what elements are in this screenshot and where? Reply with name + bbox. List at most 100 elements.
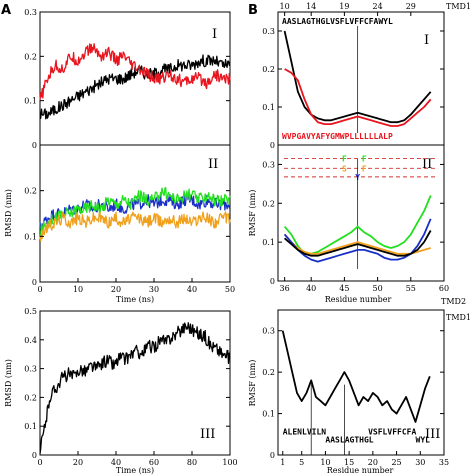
top-label-b-i: TMD1 (446, 2, 471, 11)
x-tick-label-a-iii-3: 60 (149, 458, 159, 467)
x-tick-label-a-ii-5: 50 (225, 285, 235, 294)
y-tick-label-b-iii-2: 0.2 (262, 368, 275, 377)
y-tick-label-a-ii-1: 0.1 (24, 232, 37, 241)
y-tick-label-b-ii-1: 0.1 (262, 238, 275, 247)
y-tick-label-b-i-3: 0.3 (262, 27, 275, 36)
y-axis-label-b-iii: RMSF (nm) (248, 360, 257, 407)
panel-numeral-b-iii: III (425, 427, 440, 442)
chart-a-ii: II 0 0.1 0.2 0 10 20 30 40 50 Time (ns) RMSD (n… (4, 144, 235, 304)
x-tick-label-a-ii-3: 30 (149, 285, 159, 294)
x-tick-label-a-iii-4: 80 (187, 458, 197, 467)
y-ticks-a-ii: 0 0.1 0.2 (24, 187, 230, 287)
top-tick-label-b-i-1: 14 (306, 2, 316, 11)
y-tick-label-a-iii-0: 0 (32, 451, 37, 460)
series-line-a-iii-0 (39, 322, 231, 454)
series-line-b-i-1 (284, 68, 432, 127)
sequence-bottom-b-i: WVPGAVYAFYGMWPLLLLLLALP (282, 132, 393, 141)
x-tick-label-b-ii-5: 60 (439, 284, 449, 293)
top-tick-label-b-i-4: 29 (406, 2, 416, 11)
series-line-b-ii-2 (283, 218, 432, 263)
top-ticks-b-i: 10 14 19 24 29 (280, 2, 416, 16)
y-tick-label-b-i-0: 0 (270, 141, 275, 150)
y-tick-label-b-ii-0: 0 (270, 277, 275, 286)
x-ticks-a-iii: 0 20 40 60 80 100 (37, 451, 238, 467)
top-tick-label-b-i-0: 10 (280, 2, 290, 11)
x-tick-label-a-ii-1: 10 (73, 285, 83, 294)
mutation-label-b-ii-1: F (362, 155, 367, 164)
series-line-b-ii-3 (284, 230, 432, 257)
x-tick-label-b-iii-5: 25 (391, 458, 401, 467)
sequence-fragment-b-iii-0: ALENLVILN (283, 427, 327, 436)
y-tick-label-a-ii-0: 0 (32, 278, 37, 287)
series-line-a-i-1 (39, 43, 231, 101)
y-tick-label-a-i-0: 0 (32, 141, 37, 150)
x-tick-label-b-iii-6: 30 (415, 458, 425, 467)
series-line-a-ii-2 (39, 211, 231, 242)
x-tick-label-a-ii-0: 0 (37, 285, 42, 294)
x-ticks-b-ii: 36 40 45 50 55 60 (280, 277, 449, 293)
chart-a-iii: III 0 0.1 0.2 0.3 0.4 0.5 0 20 40 60 80 100 Time (… (4, 307, 238, 475)
mutation-label-b-ii-3: F (362, 164, 367, 173)
series-layer-a-i (39, 43, 231, 120)
top-tick-label-b-i-3: 24 (373, 2, 383, 11)
x-axis-label-a-iii: Time (ns) (116, 466, 154, 475)
series-line-b-ii-1 (283, 233, 431, 255)
mutation-label-b-ii-2: S (342, 164, 347, 173)
y-tick-label-a-i-3: 0.3 (24, 8, 37, 17)
plot-frame-b-i (277, 11, 445, 146)
panel-numeral-a-iii: III (200, 427, 215, 442)
bottom-label-b-ii: TMD2 (441, 297, 466, 306)
series-layer-a-iii (39, 322, 231, 454)
y-tick-label-a-ii-2: 0.2 (24, 187, 37, 196)
y-tick-label-a-i-2: 0.2 (24, 52, 37, 61)
x-tick-label-b-iii-1: 5 (299, 458, 304, 467)
panel-letter-a: A (1, 3, 11, 18)
y-ticks-b-iii: 0 0.1 0.2 0.3 (262, 327, 444, 460)
panel-letter-b: B (248, 3, 258, 18)
y-tick-label-b-ii-2: 0.2 (262, 199, 275, 208)
y-tick-label-b-i-1: 0.1 (262, 103, 275, 112)
plot-frame-b-iii (277, 309, 445, 456)
x-tick-label-a-iii-0: 0 (37, 458, 42, 467)
y-ticks-a-iii: 0 0.1 0.2 0.3 0.4 0.5 (24, 307, 230, 460)
chart-b-i: 10 14 19 24 29 TMD1 AASLAGTHGLVSFLVFFCFAWYL … (262, 2, 471, 150)
series-line-b-iii-0 (281, 330, 431, 423)
series-layer-b-iii (281, 330, 431, 423)
x-tick-label-a-iii-1: 20 (73, 458, 83, 467)
x-tick-label-b-iii-7: 35 (439, 458, 449, 467)
chart-a-i: I 0 0.1 0.2 0.3 (24, 8, 231, 150)
x-tick-label-b-ii-3: 50 (373, 284, 383, 293)
x-axis-label-b-ii: Residue number (325, 295, 392, 304)
x-tick-label-b-iii-2: 10 (320, 458, 330, 467)
series-layer-a-ii (39, 186, 231, 242)
y-tick-label-a-i-1: 0.1 (24, 97, 37, 106)
y-tick-label-b-i-2: 0.2 (262, 65, 275, 74)
y-axis-label-a-ii: RMSD (nm) (4, 189, 13, 237)
x-tick-label-a-ii-4: 40 (187, 285, 197, 294)
y-tick-label-b-iii-1: 0.1 (262, 410, 275, 419)
x-tick-label-b-ii-4: 55 (406, 284, 416, 293)
sequence-fragment-b-iii-1: AASLAGTHGL (325, 436, 373, 445)
panel-numeral-b-ii: II (422, 157, 432, 172)
x-tick-label-b-ii-0: 36 (280, 284, 290, 293)
mutation-lines-b-ii (284, 158, 438, 178)
y-tick-label-a-iii-4: 0.4 (24, 336, 37, 345)
plot-frame-a-iii (39, 310, 231, 456)
series-line-a-ii-1 (39, 186, 231, 236)
x-axis-label-a-ii: Time (ns) (116, 295, 154, 304)
sequence-fragment-b-iii-3: WYL (416, 436, 431, 445)
y-tick-label-b-ii-3: 0.3 (262, 160, 275, 169)
x-tick-label-b-ii-1: 40 (306, 284, 316, 293)
y-tick-label-b-iii-3: 0.3 (262, 327, 275, 336)
x-ticks-a-ii: 0 10 20 30 40 50 (37, 278, 235, 294)
chart-b-iii: TMD1 III ALENLVILNAASLAGTHGLVSFLVFFCFAWY… (248, 309, 471, 475)
panel-numeral-a-ii: II (208, 157, 218, 172)
panel-numeral-b-i: I (424, 33, 429, 48)
y-tick-label-b-iii-0: 0 (270, 451, 275, 460)
series-layer-b-i (283, 30, 432, 127)
y-axis-label-b-ii: RMSF (nm) (248, 190, 257, 237)
y-tick-label-a-iii-5: 0.5 (24, 307, 37, 316)
x-tick-label-b-iii-4: 20 (368, 458, 378, 467)
